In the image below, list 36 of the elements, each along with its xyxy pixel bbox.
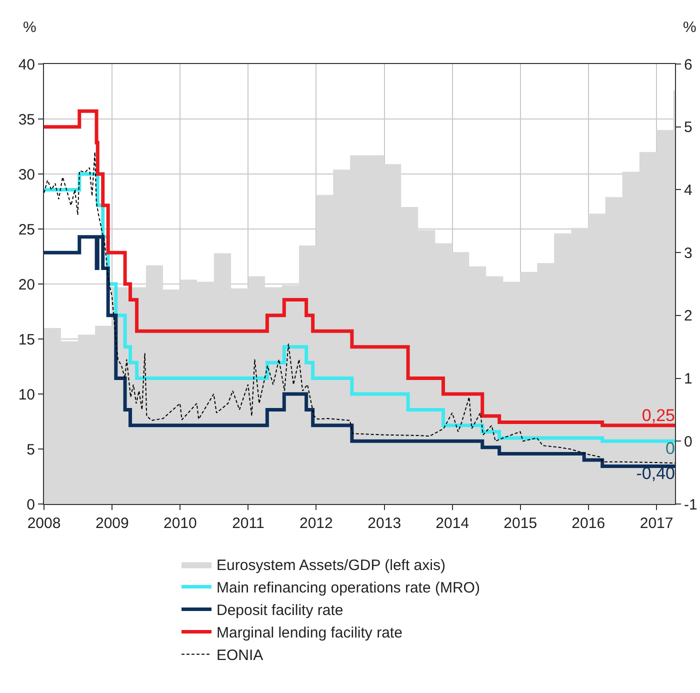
y2-tick-label: 6	[684, 56, 692, 74]
y-tick-label: 10	[18, 386, 35, 404]
x-tick-label: 2015	[504, 515, 538, 532]
y-tick-label: 5	[26, 441, 35, 458]
y2-tick-label: 4	[684, 182, 692, 199]
data-label: 0	[666, 438, 675, 458]
y-tick-label: 35	[18, 111, 35, 128]
y2-tick-label: 5	[684, 119, 692, 136]
y-tick-label: 0	[26, 496, 35, 514]
y-tick-label: 30	[18, 166, 35, 184]
x-tick-label: 2016	[572, 515, 606, 532]
x-tick-label: 2017	[640, 515, 674, 532]
x-tick-label: 2009	[96, 515, 129, 532]
y-axis-title: %	[23, 19, 36, 36]
x-tick-label: 2008	[27, 515, 61, 532]
y-tick-label: 25	[18, 221, 35, 238]
x-tick-label: 2011	[232, 515, 264, 532]
y2-tick-label: 2	[684, 308, 692, 325]
x-tick-label: 2012	[300, 515, 333, 532]
legend-label: Eurosystem Assets/GDP (left axis)	[216, 557, 446, 574]
x-tick-label: 2010	[164, 515, 197, 532]
legend-label: Marginal lending facility rate	[216, 624, 402, 642]
y-tick-label: 20	[18, 276, 35, 294]
legend-label: EONIA	[216, 647, 264, 664]
x-tick-label: 2014	[436, 515, 470, 532]
y2-tick-label: 3	[684, 244, 692, 262]
y2-axis-title: %	[683, 19, 696, 36]
y2-tick-label: 0	[684, 433, 692, 450]
legend-label: Main refinancing operations rate (MRO)	[216, 580, 480, 597]
x-tick-label: 2013	[368, 515, 402, 532]
y2-tick-label: -1	[684, 496, 698, 514]
y-tick-label: 40	[18, 56, 35, 74]
data-label: 0,25	[642, 406, 675, 426]
y-tick-label: 15	[18, 331, 35, 348]
y2-tick-label: 1	[684, 370, 692, 388]
legend-label: Deposit facility rate	[216, 602, 344, 620]
